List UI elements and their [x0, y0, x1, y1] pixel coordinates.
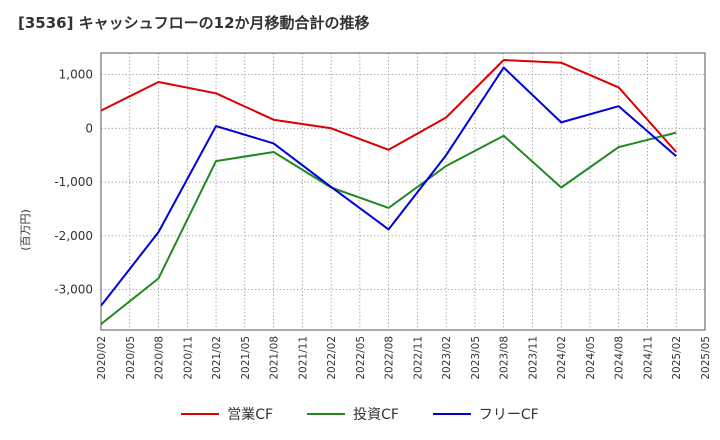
x-tick-label: 2020/11: [182, 336, 194, 380]
x-tick-label: 2022/11: [412, 336, 424, 380]
x-tick-label: 2022/08: [384, 336, 396, 380]
x-tick-label: 2021/11: [297, 336, 309, 380]
x-tick-label: 2021/02: [211, 336, 223, 380]
plot-area-background: [101, 53, 705, 330]
series-lines: [100, 59, 677, 325]
legend-swatch-investing-cf: [307, 413, 346, 415]
x-tick-label: 2024/05: [585, 336, 597, 380]
x-tick-label: 2023/05: [470, 336, 482, 380]
y-tick-label: -2,000: [54, 229, 93, 243]
x-tick-label: 2025/05: [700, 336, 712, 380]
x-tick-label: 2023/08: [499, 336, 511, 380]
series-line-investing-cf: [100, 131, 677, 325]
x-tick-label: 2022/02: [326, 336, 338, 380]
x-tick-label: 2022/05: [355, 336, 367, 380]
chart-title: [3536] キャッシュフローの12か月移動合計の推移: [18, 14, 370, 32]
legend-label-free-cf: フリーCF: [478, 407, 539, 423]
x-tick-label: 2020/02: [96, 336, 108, 380]
series-line-free-cf: [100, 66, 677, 307]
series-line-operating-cf: [100, 59, 677, 153]
x-tick-label: 2023/11: [527, 336, 539, 380]
x-tick-label: 2024/08: [614, 336, 626, 380]
legend-swatch-operating-cf: [181, 413, 220, 415]
legend-item-investing-cf: 投資CF: [307, 404, 399, 424]
x-tick-label: 2024/02: [556, 336, 568, 380]
legend: 営業CF 投資CF フリーCF: [0, 404, 720, 424]
x-tick-label: 2020/08: [154, 336, 166, 380]
legend-label-operating-cf: 営業CF: [227, 407, 274, 423]
x-tick-label: 2021/08: [269, 336, 281, 380]
plot-area-border: [100, 52, 706, 331]
legend-item-operating-cf: 営業CF: [181, 404, 273, 424]
legend-swatch-free-cf: [432, 413, 471, 415]
y-tick-label: -3,000: [54, 283, 93, 297]
x-tick-label: 2024/11: [642, 336, 654, 380]
x-tick-label: 2020/05: [125, 336, 137, 380]
y-tick-label: 1,000: [59, 68, 93, 82]
x-tick-label: 2021/05: [240, 336, 252, 380]
grid-lines: [100, 53, 706, 330]
axes: 2020/02 2020/05 2020/08 2020/11 2021/02 2021/…: [54, 68, 712, 380]
x-tick-label: 2025/02: [671, 336, 683, 380]
legend-label-investing-cf: 投資CF: [353, 407, 399, 423]
legend-item-free-cf: フリーCF: [432, 404, 539, 424]
x-tick-label: 2023/02: [441, 336, 453, 380]
y-tick-label: 0: [85, 121, 93, 135]
y-tick-label: -1,000: [54, 175, 93, 189]
